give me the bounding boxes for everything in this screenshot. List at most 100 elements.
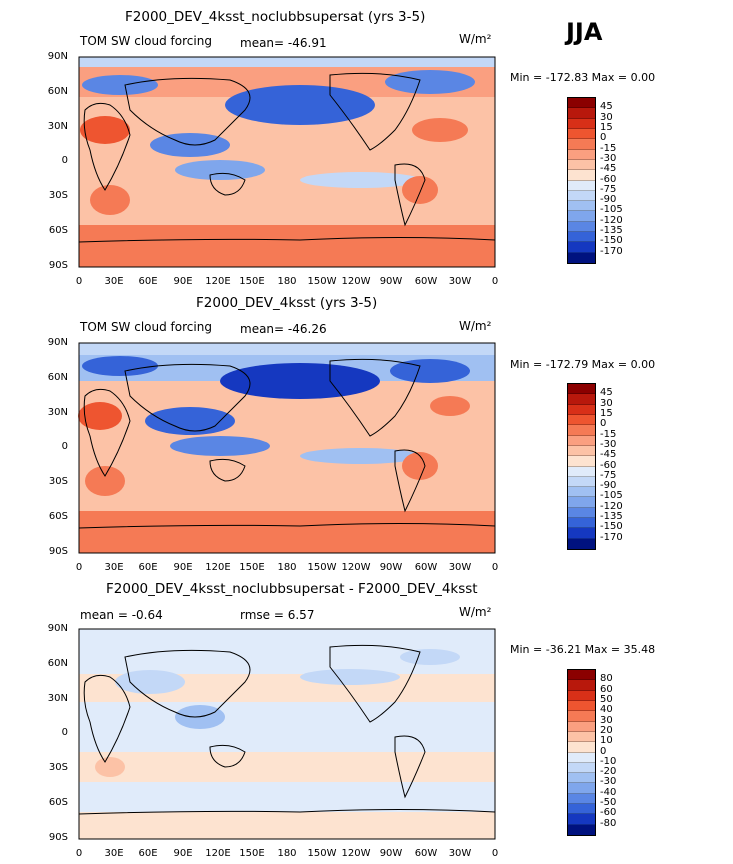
colorbar xyxy=(567,669,596,836)
colorbar-tick-label: -45 xyxy=(600,163,617,175)
lat-label: 60S xyxy=(48,511,68,522)
colorbar-tick-label: 10 xyxy=(600,735,613,747)
colorbar-tick-label: -15 xyxy=(600,142,617,154)
colorbar-tick-label: -170 xyxy=(600,531,623,543)
colorbar-segment xyxy=(568,476,595,488)
lat-label: 90S xyxy=(48,260,68,271)
colorbar-tick-label: -10 xyxy=(600,755,617,767)
lat-label: 0 xyxy=(61,155,68,166)
colorbar-segment xyxy=(568,752,595,763)
colorbar-tick-label: 30 xyxy=(600,714,613,726)
map-frame xyxy=(78,628,496,840)
colorbar-tick-label: -30 xyxy=(600,438,617,450)
lon-label: 150E xyxy=(239,562,265,573)
lon-label: 30E xyxy=(104,848,124,859)
colorbar-segment xyxy=(568,139,595,150)
colorbar-segment xyxy=(568,456,595,467)
lat-label: 0 xyxy=(61,441,68,452)
colorbar-segment xyxy=(568,180,595,191)
panel-title: F2000_DEV_4ksst (yrs 3-5) xyxy=(196,295,378,311)
colorbar-segment xyxy=(568,232,595,243)
colorbar-tick-label: 0 xyxy=(600,132,607,144)
colorbar-tick-label: -60 xyxy=(600,807,617,819)
lon-label: 150W xyxy=(307,848,337,859)
colorbar-segment xyxy=(568,700,595,712)
colorbar-tick-label: 45 xyxy=(600,101,613,113)
colorbar-tick-label: -105 xyxy=(600,490,623,502)
coastlines xyxy=(78,72,496,243)
colorbar-segment xyxy=(568,170,595,181)
colorbar-segment xyxy=(568,507,595,519)
lon-label: 30W xyxy=(448,276,472,287)
map-plot xyxy=(78,56,496,268)
colorbar-tick-label: 0 xyxy=(600,745,607,757)
lon-label: 90E xyxy=(173,276,193,287)
lon-label: 0 xyxy=(491,276,499,287)
lon-label: 90E xyxy=(173,848,193,859)
colorbar-tick-label: -170 xyxy=(600,245,623,257)
colorbar-tick-label: -60 xyxy=(600,459,617,471)
lon-label: 150E xyxy=(239,276,265,287)
units-label: W/m² xyxy=(459,319,492,333)
colorbar-segment xyxy=(568,394,595,405)
lon-label: 180 xyxy=(277,276,297,287)
colorbar-tick-label: -30 xyxy=(600,152,617,164)
map-field xyxy=(79,57,495,267)
lon-label: 0 xyxy=(491,562,499,573)
lon-label: 90W xyxy=(379,276,403,287)
colorbar-segment xyxy=(568,711,595,722)
lat-label: 60S xyxy=(48,797,68,808)
lon-label: 60E xyxy=(138,562,158,573)
colorbar-tick-label: -45 xyxy=(600,449,617,461)
lat-label: 30N xyxy=(47,121,68,132)
lon-label: 120W xyxy=(341,848,371,859)
lat-label: 90N xyxy=(47,337,68,348)
lon-label: 0 xyxy=(75,276,83,287)
lon-label: 120W xyxy=(341,276,371,287)
colorbar-segment xyxy=(568,793,595,805)
colorbar-segment xyxy=(568,211,595,222)
colorbar-tick-label: -90 xyxy=(600,480,617,492)
coastlines xyxy=(78,644,496,815)
colorbar-segment xyxy=(568,128,595,140)
units-label: W/m² xyxy=(459,605,492,619)
colorbar-segment xyxy=(568,414,595,426)
colorbar-segment xyxy=(568,680,595,691)
lat-label: 90N xyxy=(47,51,68,62)
colorbar-tick-label: -105 xyxy=(600,204,623,216)
colorbar-tick-label: -120 xyxy=(600,500,623,512)
colorbar-tick-label: 50 xyxy=(600,693,613,705)
colorbar xyxy=(567,383,596,550)
lon-label: 30E xyxy=(104,276,124,287)
lon-label: 150W xyxy=(307,562,337,573)
lon-label: 180 xyxy=(277,848,297,859)
colorbar-tick-label: -50 xyxy=(600,797,617,809)
units-label: W/m² xyxy=(459,32,492,46)
colorbar-segment xyxy=(568,538,595,549)
colorbar-segment xyxy=(568,731,595,743)
colorbar-segment xyxy=(568,518,595,529)
lon-label: 150W xyxy=(307,276,337,287)
colorbar-segment xyxy=(568,252,595,263)
lon-label: 180 xyxy=(277,562,297,573)
panel-title: F2000_DEV_4ksst_noclubbsupersat - F2000_… xyxy=(106,581,478,597)
colorbar-tick-label: 45 xyxy=(600,387,613,399)
colorbar-segment xyxy=(568,528,595,539)
lon-label: 90W xyxy=(379,562,403,573)
colorbar-segment xyxy=(568,721,595,732)
lon-label: 60W xyxy=(414,848,438,859)
colorbar-tick-label: -150 xyxy=(600,521,623,533)
lon-label: 120E xyxy=(205,848,231,859)
field-label: TOM SW cloud forcing xyxy=(80,320,212,334)
coastlines xyxy=(78,358,496,529)
colorbar-segment xyxy=(568,98,595,109)
colorbar-tick-label: 30 xyxy=(600,397,613,409)
colorbar-segment xyxy=(568,435,595,446)
lat-label: 90S xyxy=(48,546,68,557)
colorbar-tick-label: -15 xyxy=(600,428,617,440)
colorbar-segment xyxy=(568,762,595,774)
mean-label: mean= -46.91 xyxy=(240,36,327,50)
lat-label: 90N xyxy=(47,623,68,634)
colorbar-segment xyxy=(568,824,595,835)
colorbar-segment xyxy=(568,149,595,160)
